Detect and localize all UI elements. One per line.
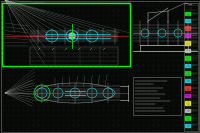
Bar — [185, 26, 190, 30]
Bar — [185, 34, 190, 37]
Bar — [185, 19, 190, 22]
Bar — [185, 109, 190, 112]
Bar — [185, 71, 190, 75]
Bar — [184, 3, 198, 131]
Bar — [185, 116, 190, 120]
Bar — [185, 41, 190, 45]
Bar — [185, 124, 190, 127]
Bar — [185, 56, 190, 60]
Bar — [185, 94, 190, 97]
Bar — [185, 11, 190, 15]
Bar — [185, 79, 190, 82]
Bar — [185, 64, 190, 67]
Bar — [30, 47, 118, 65]
Bar — [185, 86, 190, 90]
Bar — [185, 101, 190, 105]
Bar — [2, 3, 130, 66]
Bar — [185, 49, 190, 52]
Bar — [133, 77, 181, 115]
Circle shape — [69, 33, 75, 39]
